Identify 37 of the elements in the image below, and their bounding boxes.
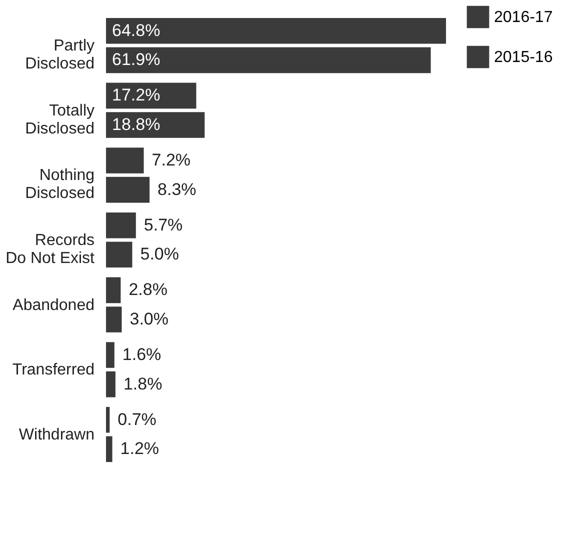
bar [106,436,112,462]
bar [106,371,116,398]
data-label: 5.7% [144,215,183,234]
data-label: 8.3% [158,180,196,199]
data-label: 17.2% [112,86,160,105]
bar [106,112,205,138]
y-tick-label: Nothing Disclosed [25,167,94,202]
y-tick-label: Withdrawn [18,426,94,444]
data-label: 1.2% [120,439,160,458]
data-label: 64.8% [112,20,160,40]
bar [106,306,122,332]
bar [106,47,431,74]
data-label: 2.8% [128,280,168,300]
data-label: 0.7% [118,410,156,429]
bar [106,176,150,203]
data-label: 1.6% [122,345,162,364]
y-tick-label: Abandoned [12,296,94,314]
bar [106,242,132,268]
legend-label: 2016-17 [494,9,553,26]
bar [106,277,121,304]
data-label: 5.0% [140,244,179,264]
y-tick-label: Transferred [12,362,94,379]
data-label: 3.0% [130,309,168,328]
data-label: 7.2% [152,150,191,170]
bar [106,212,136,238]
y-tick-label: Totally Disclosed [25,102,94,138]
y-tick-label: Partly Disclosed [25,38,94,73]
data-label: 1.8% [123,374,162,394]
y-tick-label: Records Do Not Exist [6,232,96,267]
legend-label: 2015-16 [494,49,553,66]
bar [106,82,196,109]
bar [106,406,110,433]
bar [106,342,114,368]
data-label: 61.9% [112,50,160,70]
data-label: 18.8% [112,115,160,134]
bar [106,148,144,174]
bar [106,18,446,44]
